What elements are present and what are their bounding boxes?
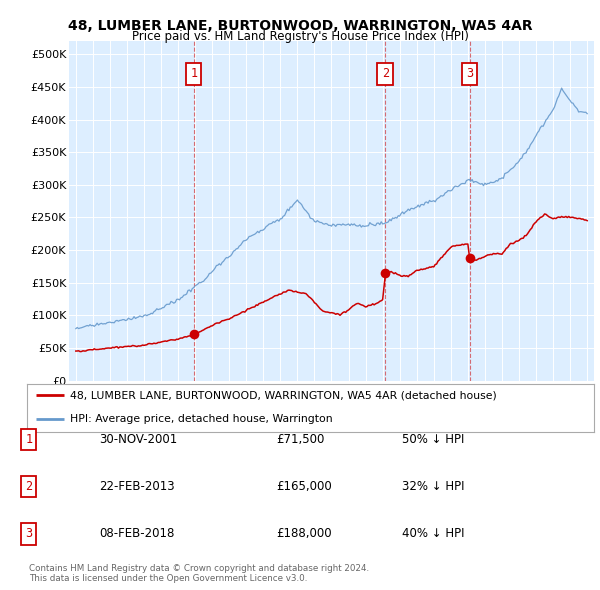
Text: £165,000: £165,000	[276, 480, 332, 493]
Text: Contains HM Land Registry data © Crown copyright and database right 2024.
This d: Contains HM Land Registry data © Crown c…	[29, 563, 369, 583]
Text: £188,000: £188,000	[276, 527, 332, 540]
Text: 1: 1	[190, 67, 197, 80]
Text: 1: 1	[25, 433, 32, 446]
Text: 2: 2	[25, 480, 32, 493]
Text: 48, LUMBER LANE, BURTONWOOD, WARRINGTON, WA5 4AR (detached house): 48, LUMBER LANE, BURTONWOOD, WARRINGTON,…	[70, 390, 496, 400]
Text: 22-FEB-2013: 22-FEB-2013	[99, 480, 175, 493]
Text: 30-NOV-2001: 30-NOV-2001	[99, 433, 177, 446]
Text: 3: 3	[25, 527, 32, 540]
Text: 50% ↓ HPI: 50% ↓ HPI	[402, 433, 464, 446]
Text: 2: 2	[382, 67, 389, 80]
Text: 40% ↓ HPI: 40% ↓ HPI	[402, 527, 464, 540]
Text: 32% ↓ HPI: 32% ↓ HPI	[402, 480, 464, 493]
Text: 08-FEB-2018: 08-FEB-2018	[99, 527, 175, 540]
Text: HPI: Average price, detached house, Warrington: HPI: Average price, detached house, Warr…	[70, 414, 332, 424]
Text: 3: 3	[466, 67, 473, 80]
Text: £71,500: £71,500	[276, 433, 325, 446]
Text: 48, LUMBER LANE, BURTONWOOD, WARRINGTON, WA5 4AR: 48, LUMBER LANE, BURTONWOOD, WARRINGTON,…	[68, 19, 532, 33]
Text: Price paid vs. HM Land Registry's House Price Index (HPI): Price paid vs. HM Land Registry's House …	[131, 30, 469, 43]
